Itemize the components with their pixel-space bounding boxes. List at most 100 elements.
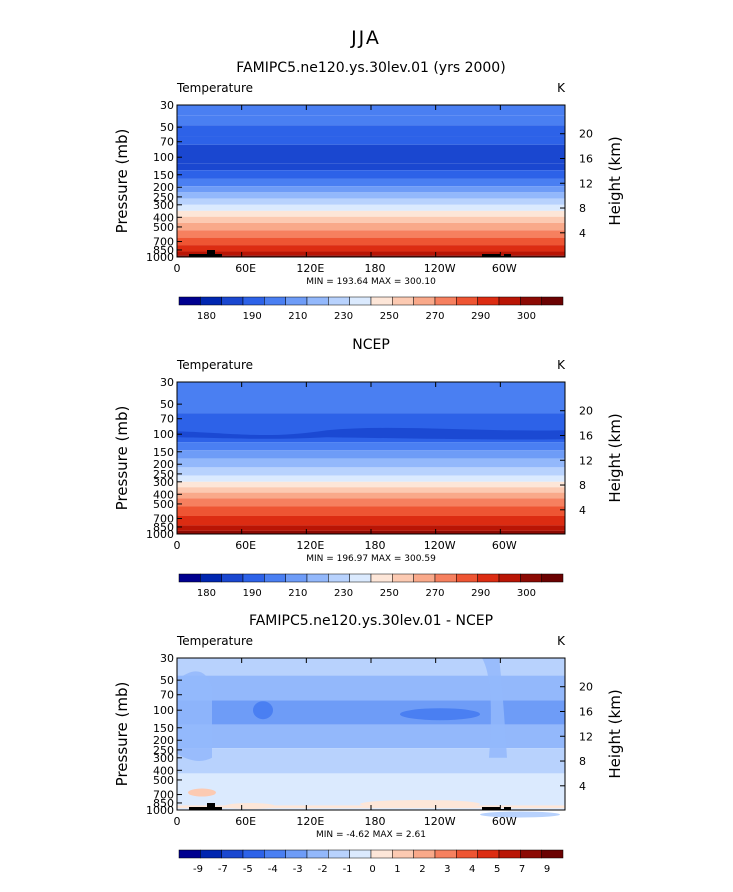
colorbar-box — [285, 296, 308, 306]
height-tick-label: 4 — [579, 780, 586, 793]
colorbar-tick-label: 4 — [469, 864, 475, 875]
colorbar-box — [498, 849, 521, 859]
tropopause-core — [177, 427, 565, 440]
lon-tick-label: 180 — [365, 539, 386, 552]
height-tick-label: 8 — [579, 755, 586, 768]
diff-cold-spot — [400, 708, 480, 721]
contour-band — [177, 186, 565, 193]
colorbar-tick-label: 180 — [197, 588, 216, 599]
contour-band — [177, 222, 565, 231]
colorbar-box — [221, 573, 244, 583]
colorbar-box — [285, 573, 308, 583]
contour-band — [177, 748, 565, 774]
colorbar-tick-label: 300 — [517, 311, 536, 322]
height-tick-label: 4 — [579, 227, 586, 240]
lon-tick-label: 180 — [365, 262, 386, 275]
colorbar-tick-label: 9 — [544, 864, 550, 875]
diff-band — [480, 811, 560, 818]
lon-tick-label: 180 — [365, 815, 386, 828]
height-tick-label: 8 — [579, 479, 586, 492]
colorbar-box — [328, 849, 350, 859]
panel-title: FAMIPC5.ne120.ys.30lev.01 (yrs 2000) — [236, 60, 505, 76]
colorbar-box — [456, 573, 478, 583]
pressure-tick-label: 50 — [160, 398, 174, 411]
colorbar-box — [242, 849, 265, 859]
contour-band — [177, 163, 565, 171]
pressure-tick-label: 70 — [160, 689, 174, 702]
contour-band — [177, 442, 565, 451]
lon-tick-label: 60W — [492, 539, 517, 552]
colorbar-tick-label: 270 — [425, 311, 444, 322]
colorbar-tick-label: 1 — [394, 864, 400, 875]
height-tick-label: 20 — [579, 681, 593, 694]
colorbar-tick-label: 210 — [288, 311, 307, 322]
y-axis-label-right: Height (km) — [606, 413, 624, 502]
contour-band — [177, 115, 565, 126]
contour-band — [177, 773, 565, 806]
colorbar-tick-label: 230 — [334, 588, 353, 599]
pressure-tick-label: 30 — [160, 376, 174, 389]
colorbar-box — [520, 573, 542, 583]
colorbar-tick-label: 3 — [444, 864, 450, 875]
lon-tick-label: 120E — [296, 539, 324, 552]
colorbar-box — [328, 296, 350, 306]
contour-band — [177, 210, 565, 217]
colorbar-box — [477, 849, 500, 859]
colorbar-box — [413, 296, 436, 306]
lon-tick-label: 120E — [296, 815, 324, 828]
colorbar-box — [520, 849, 542, 859]
colorbar-box — [178, 573, 201, 583]
colorbar-tick-label: 290 — [471, 311, 490, 322]
colorbar-box — [520, 296, 542, 306]
colorbar-box — [349, 296, 372, 306]
pressure-tick-label: 250 — [153, 468, 174, 481]
pressure-tick-label: 850 — [153, 244, 174, 257]
lon-tick-label: 60W — [492, 815, 517, 828]
contour-band — [177, 467, 565, 476]
pressure-tick-label: 250 — [153, 191, 174, 204]
lon-tick-label: 120W — [424, 262, 456, 275]
figure-suptitle: JJA — [350, 27, 381, 49]
panel-stats: MIN = 193.64 MAX = 300.10 — [306, 277, 436, 287]
pressure-tick-label: 300 — [153, 752, 174, 765]
colorbar-box — [178, 849, 201, 859]
pressure-tick-label: 150 — [153, 169, 174, 182]
colorbar-box — [477, 573, 500, 583]
pressure-tick-label: 300 — [153, 476, 174, 489]
pressure-tick-label: 200 — [153, 181, 174, 194]
panel-left-label: Temperature — [176, 634, 253, 648]
lon-tick-label: 0 — [174, 262, 181, 275]
contour-band — [177, 506, 565, 516]
height-tick-label: 12 — [579, 177, 593, 190]
contour-band — [177, 498, 565, 507]
colorbar-tick-label: -1 — [343, 864, 353, 875]
colorbar-box — [328, 573, 350, 583]
contour-band — [177, 487, 565, 493]
colorbar-box — [456, 296, 478, 306]
colorbar-box — [200, 296, 222, 306]
height-tick-label: 16 — [579, 429, 593, 442]
panel-right-label: K — [557, 634, 566, 648]
y-axis-label-right: Height (km) — [606, 689, 624, 778]
colorbar-tick-label: -5 — [243, 864, 253, 875]
colorbar-box — [541, 573, 564, 583]
contour-band — [177, 144, 565, 164]
lon-tick-label: 60E — [235, 262, 256, 275]
colorbar-tick-label: 270 — [425, 588, 444, 599]
pressure-tick-label: 150 — [153, 722, 174, 735]
pressure-tick-label: 50 — [160, 674, 174, 687]
pressure-tick-label: 700 — [153, 513, 174, 526]
contour-band — [177, 230, 565, 238]
pressure-tick-label: 1000 — [146, 804, 174, 817]
colorbar-tick-label: 250 — [380, 588, 399, 599]
colorbar-tick-label: 190 — [243, 311, 262, 322]
panel-3: FAMIPC5.ne120.ys.30lev.01 - NCEP Temperat… — [113, 613, 624, 875]
lon-tick-label: 60W — [492, 262, 517, 275]
height-tick-label: 8 — [579, 202, 586, 215]
contour-band — [177, 515, 565, 526]
contour-band — [177, 481, 565, 488]
pressure-tick-label: 500 — [153, 221, 174, 234]
colorbar-box — [221, 849, 244, 859]
contour-band — [177, 525, 565, 531]
